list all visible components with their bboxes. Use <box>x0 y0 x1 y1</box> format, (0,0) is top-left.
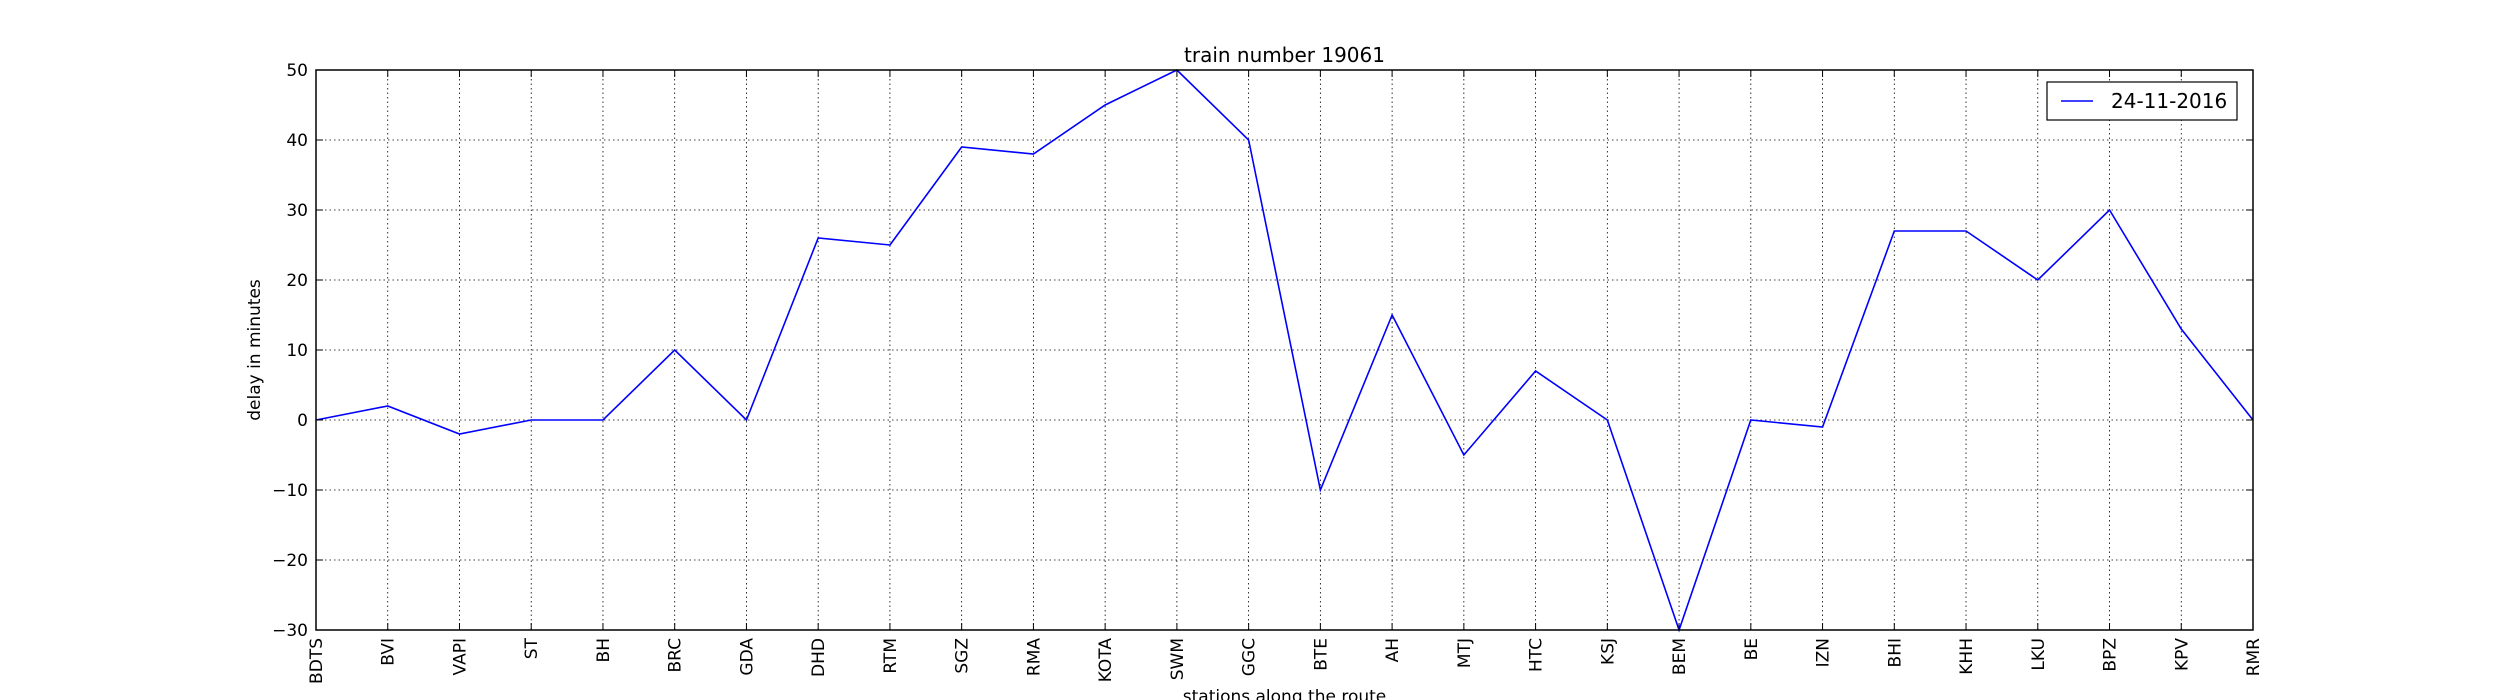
x-tick-label: BDTS <box>307 638 327 684</box>
x-tick-label: IZN <box>1814 638 1834 667</box>
y-tick-label: 0 <box>297 411 308 431</box>
data-point <box>387 405 389 407</box>
y-tick-label: −10 <box>272 481 308 501</box>
x-tick-label: SGZ <box>953 638 973 674</box>
x-axis-label: stations along the route <box>1183 687 1387 700</box>
y-tick-label: 10 <box>286 341 308 361</box>
x-tick-label: VAPI <box>450 638 470 675</box>
data-point <box>1248 139 1250 141</box>
axis-ticks <box>315 69 2254 631</box>
x-tick-label: BH <box>594 638 614 662</box>
data-point <box>1463 454 1465 456</box>
y-tick-labels: −30 −20 −10 0 10 20 30 40 50 <box>272 61 308 641</box>
x-tick-label: BTE <box>1311 638 1331 671</box>
x-tick-label: BE <box>1742 638 1762 660</box>
x-tick-label: BVI <box>379 638 399 666</box>
data-point <box>674 349 676 351</box>
x-tick-label: KSJ <box>1598 638 1618 665</box>
series-lines <box>315 69 2254 633</box>
x-tick-label: DHD <box>809 638 829 677</box>
x-tick-label: KHH <box>1957 638 1977 675</box>
data-point <box>1535 370 1537 372</box>
data-point <box>889 244 891 246</box>
x-tick-label: HTC <box>1527 638 1547 672</box>
x-tick-label: BPZ <box>2101 638 2121 672</box>
x-tick-label: RTM <box>881 638 901 674</box>
x-tick-label: LKU <box>2029 638 2049 671</box>
x-tick-labels: BDTS BVI VAPI ST BH BRC GDA DHD RTM SGZ RMA KOTA SWM… <box>307 637 2264 684</box>
y-tick-label: 30 <box>286 201 308 221</box>
data-point <box>817 237 819 239</box>
data-point <box>1104 104 1106 106</box>
y-tick-label: 40 <box>286 131 308 151</box>
data-point <box>2180 328 2182 330</box>
legend: 24-11-2016 <box>2046 81 2238 121</box>
y-tick-label: −30 <box>272 621 308 641</box>
x-tick-label: GGC <box>1240 638 1260 676</box>
data-point <box>602 419 604 421</box>
x-tick-label: RMA <box>1024 638 1044 676</box>
x-tick-label: BHI <box>1885 638 1905 667</box>
x-tick-label: ST <box>522 637 542 659</box>
chart-title: train number 19061 <box>1184 43 1385 67</box>
y-tick-label: 20 <box>286 271 308 291</box>
data-point <box>1606 419 1608 421</box>
x-tick-label: BEM <box>1670 638 1690 675</box>
data-point <box>961 146 963 148</box>
data-point <box>530 419 532 421</box>
series-line-24-11-2016 <box>315 69 2254 633</box>
x-tick-label: RMR <box>2244 638 2264 676</box>
data-point <box>1822 426 1824 428</box>
y-tick-label: −20 <box>272 551 308 571</box>
data-point <box>1750 419 1752 421</box>
data-point <box>1319 489 1321 491</box>
y-axis-label: delay in minutes <box>245 279 265 421</box>
x-tick-label: MTJ <box>1455 638 1475 668</box>
data-point <box>1965 230 1967 232</box>
x-tick-label: KOTA <box>1096 638 1116 683</box>
data-point <box>2109 209 2111 211</box>
x-tick-label: SWM <box>1168 638 1188 680</box>
gridlines <box>316 70 2253 630</box>
data-point <box>745 419 747 421</box>
data-point <box>1893 230 1895 232</box>
data-point <box>2037 279 2039 281</box>
legend-entry-24-11-2016: 24-11-2016 <box>2111 89 2227 113</box>
x-tick-label: KPV <box>2172 638 2192 671</box>
data-point <box>1391 314 1393 316</box>
x-tick-label: AH <box>1383 638 1403 662</box>
data-point <box>1032 153 1034 155</box>
x-tick-label: GDA <box>737 638 757 676</box>
x-tick-label: BRC <box>666 638 686 673</box>
y-tick-label: 50 <box>286 61 308 81</box>
data-point <box>458 433 460 435</box>
